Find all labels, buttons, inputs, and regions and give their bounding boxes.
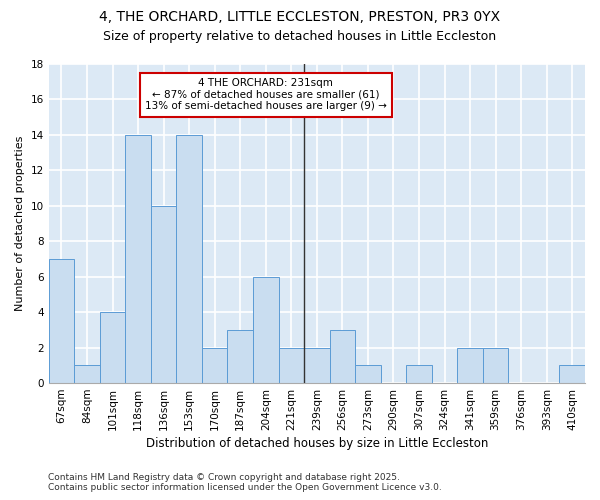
- Bar: [457, 348, 483, 383]
- Bar: [278, 348, 304, 383]
- Bar: [202, 348, 227, 383]
- Bar: [355, 366, 380, 383]
- Bar: [406, 366, 432, 383]
- Text: Size of property relative to detached houses in Little Eccleston: Size of property relative to detached ho…: [103, 30, 497, 43]
- X-axis label: Distribution of detached houses by size in Little Eccleston: Distribution of detached houses by size …: [146, 437, 488, 450]
- Bar: [329, 330, 355, 383]
- Text: 4 THE ORCHARD: 231sqm
← 87% of detached houses are smaller (61)
13% of semi-deta: 4 THE ORCHARD: 231sqm ← 87% of detached …: [145, 78, 386, 112]
- Bar: [100, 312, 125, 383]
- Bar: [125, 135, 151, 383]
- Bar: [49, 259, 74, 383]
- Bar: [483, 348, 508, 383]
- Text: 4, THE ORCHARD, LITTLE ECCLESTON, PRESTON, PR3 0YX: 4, THE ORCHARD, LITTLE ECCLESTON, PRESTO…: [100, 10, 500, 24]
- Y-axis label: Number of detached properties: Number of detached properties: [15, 136, 25, 311]
- Bar: [253, 276, 278, 383]
- Bar: [74, 366, 100, 383]
- Bar: [227, 330, 253, 383]
- Bar: [304, 348, 329, 383]
- Bar: [559, 366, 585, 383]
- Bar: [176, 135, 202, 383]
- Text: Contains HM Land Registry data © Crown copyright and database right 2025.
Contai: Contains HM Land Registry data © Crown c…: [48, 473, 442, 492]
- Bar: [151, 206, 176, 383]
